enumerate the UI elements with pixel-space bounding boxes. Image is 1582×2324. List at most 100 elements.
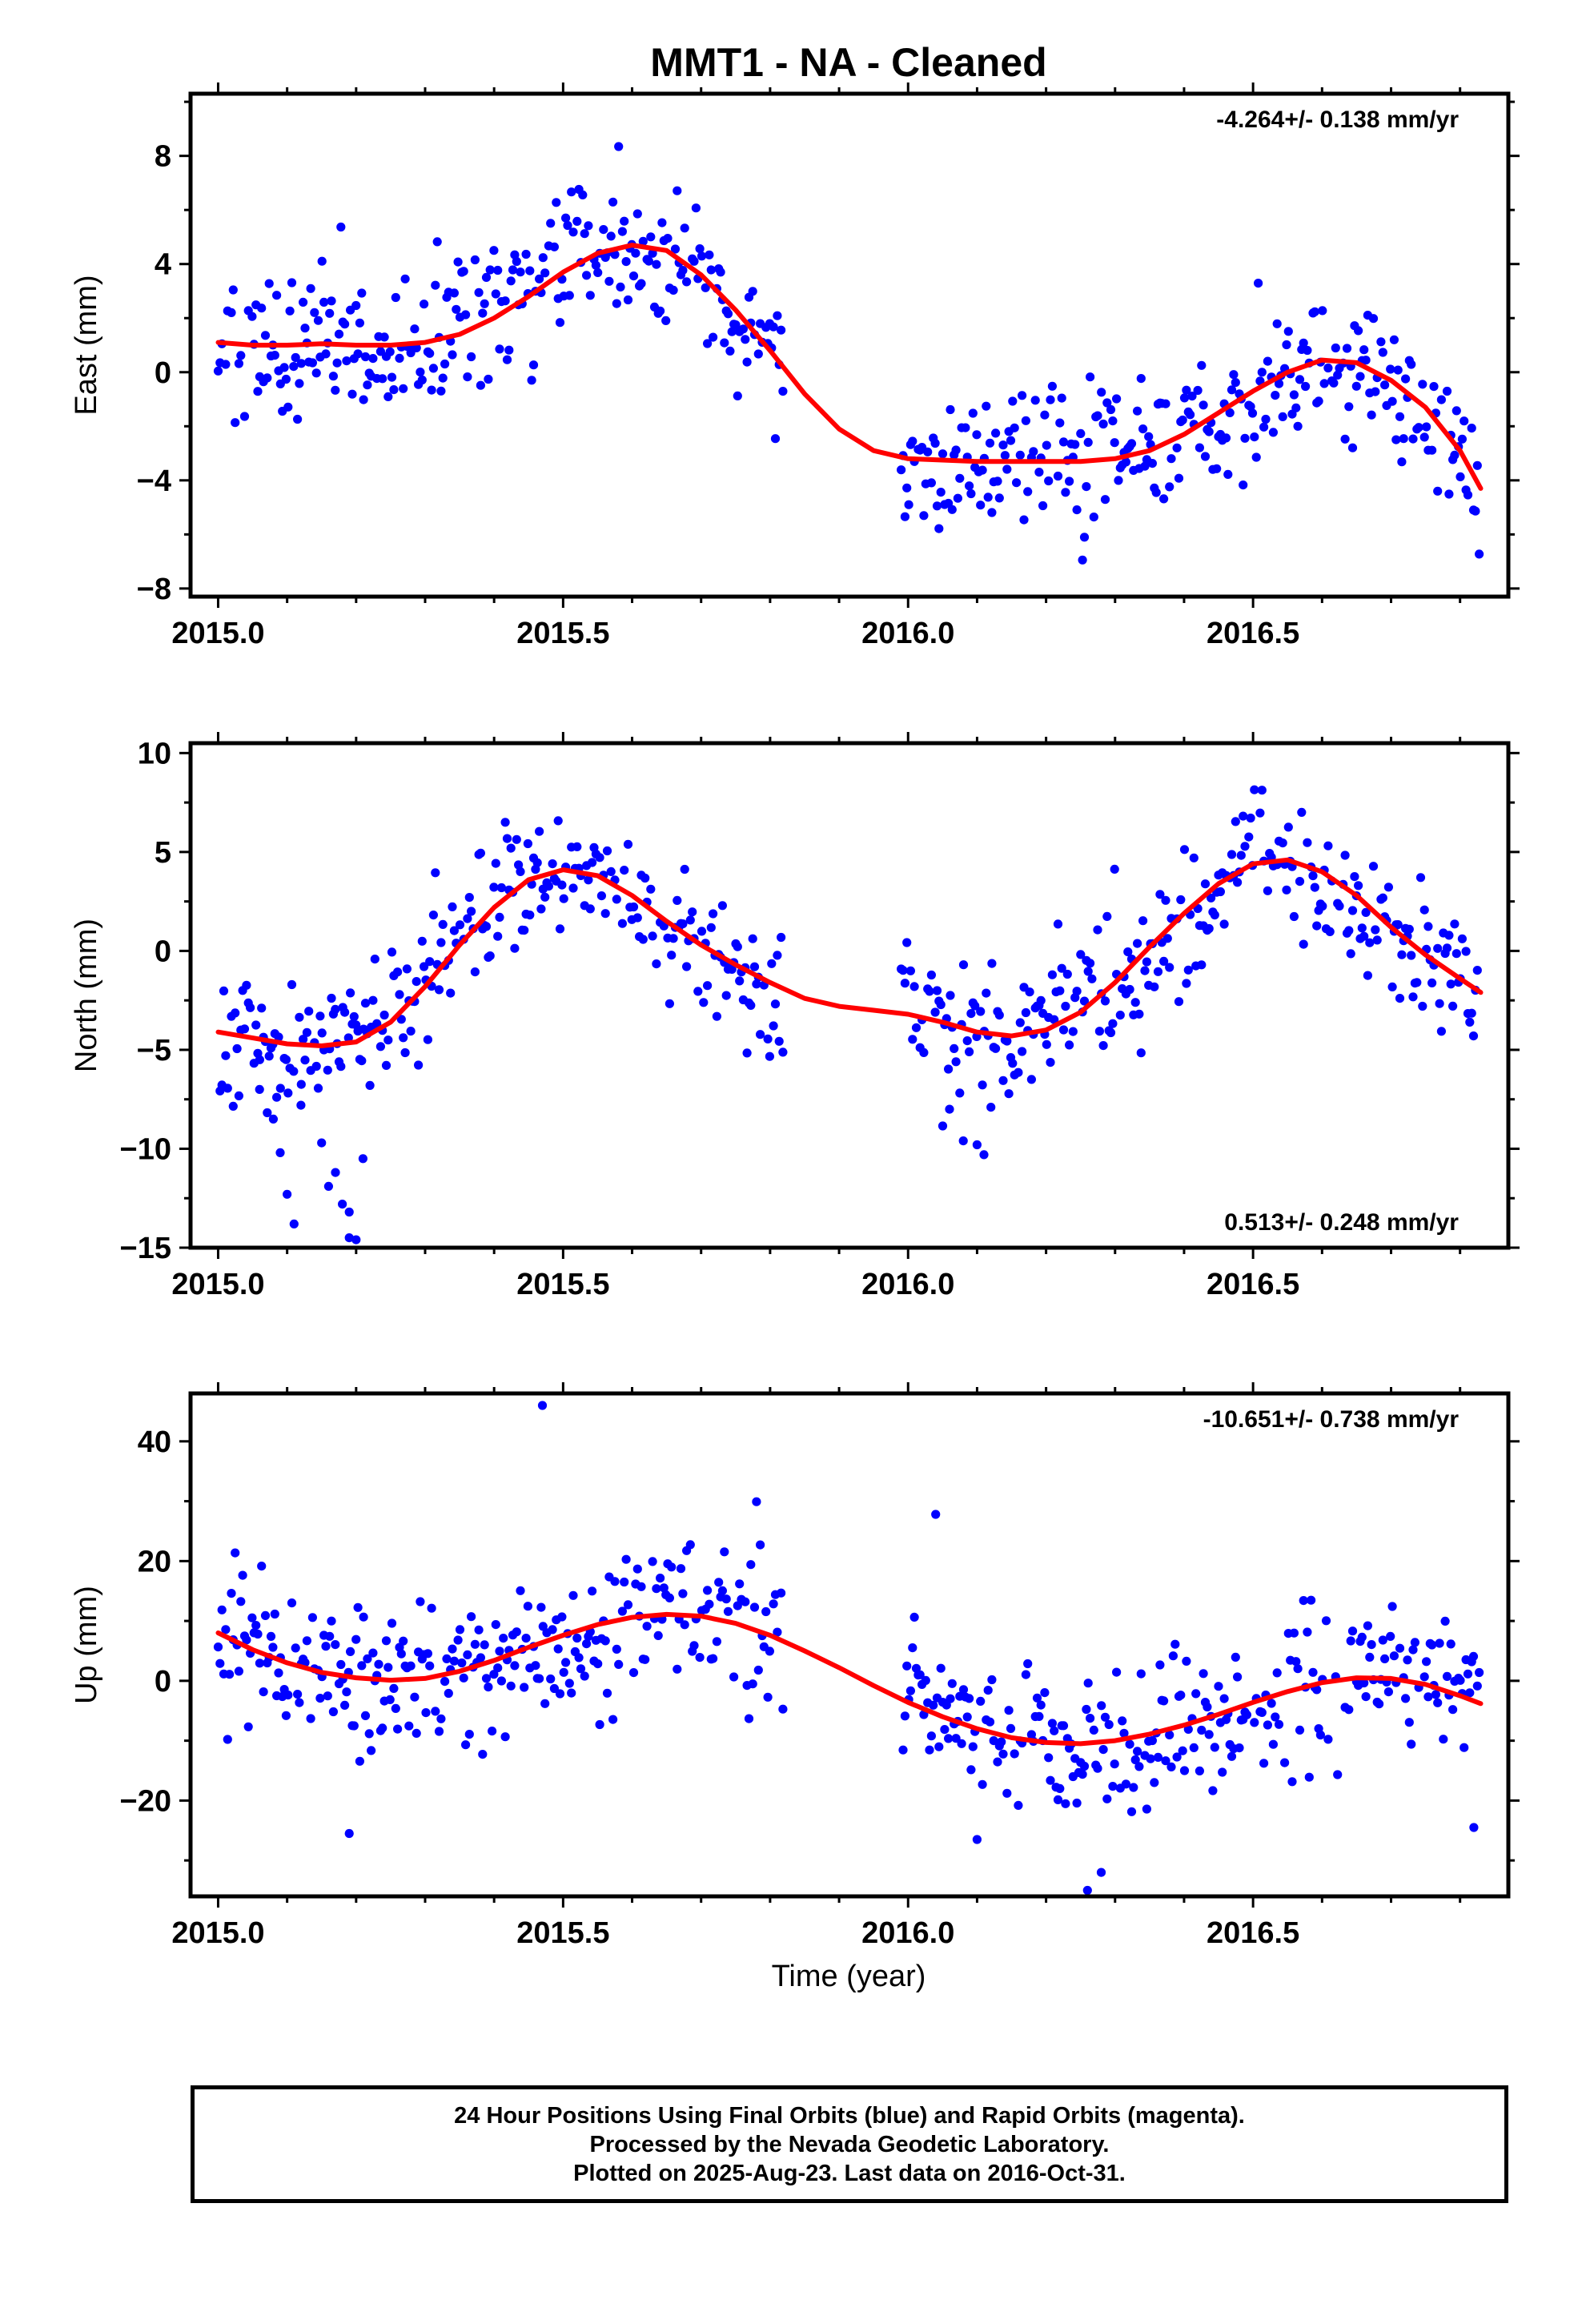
data-point — [582, 271, 592, 280]
data-point — [610, 1577, 620, 1586]
data-point — [1108, 1019, 1118, 1028]
data-point — [321, 1642, 331, 1651]
data-point — [1259, 1759, 1269, 1768]
data-point — [738, 324, 749, 334]
data-point — [1195, 1766, 1204, 1775]
data-point — [1463, 1669, 1473, 1679]
data-point — [1144, 432, 1154, 441]
data-point — [1231, 378, 1240, 388]
data-point — [689, 256, 699, 266]
data-point — [1371, 925, 1380, 935]
data-point — [972, 430, 982, 440]
data-point — [770, 999, 781, 1009]
data-point — [1019, 515, 1029, 525]
data-point — [470, 1639, 480, 1649]
data-point — [347, 389, 357, 399]
data-point — [656, 306, 665, 316]
data-point — [364, 1729, 374, 1739]
data-point — [1089, 513, 1098, 522]
data-point — [1287, 1777, 1297, 1787]
data-point — [1197, 360, 1207, 370]
data-point — [919, 511, 929, 521]
data-point — [1079, 533, 1090, 542]
data-point — [434, 1727, 444, 1736]
data-point — [944, 1734, 954, 1743]
data-point — [1408, 1645, 1418, 1655]
data-point — [976, 1007, 986, 1016]
data-point — [748, 287, 757, 296]
data-point — [400, 274, 410, 283]
data-point — [1283, 327, 1293, 336]
data-point — [1357, 923, 1367, 933]
data-point — [536, 904, 546, 914]
data-point — [396, 1649, 406, 1659]
data-point — [572, 1633, 582, 1643]
data-point — [1153, 967, 1163, 976]
data-point — [215, 1659, 225, 1668]
data-point — [1469, 1823, 1479, 1832]
data-point — [387, 372, 397, 382]
data-point — [1282, 885, 1291, 895]
data-point — [559, 894, 568, 903]
data-point — [1174, 473, 1184, 483]
data-point — [716, 267, 725, 277]
data-point — [1042, 440, 1051, 450]
data-point — [733, 942, 742, 951]
data-point — [909, 1612, 919, 1622]
data-point — [938, 449, 948, 459]
data-point — [239, 1024, 250, 1034]
data-point — [1318, 306, 1327, 316]
data-point — [593, 267, 603, 277]
data-point — [457, 1658, 467, 1668]
data-point — [399, 1033, 408, 1043]
data-point — [1159, 494, 1169, 504]
data-point — [1010, 423, 1019, 432]
data-point — [1380, 380, 1390, 390]
data-point — [905, 1686, 915, 1695]
data-point — [506, 1681, 516, 1691]
data-point — [682, 962, 692, 971]
data-point — [1110, 864, 1119, 874]
data-point — [925, 1745, 934, 1755]
data-point — [904, 500, 913, 509]
data-point — [353, 1602, 363, 1612]
data-point — [1026, 1730, 1036, 1739]
data-point — [1098, 1745, 1108, 1755]
panel-3: 2015.0 2015.5 2016.0 2016.5 −20 0 20 40 Up (mm) -… — [70, 1382, 1520, 1950]
panels: 2015.0 2015.5 2016.0 2016.5 −8 −4 0 4 8 East (mm)… — [70, 82, 1520, 1950]
data-point — [931, 1510, 941, 1519]
data-point — [1023, 1659, 1033, 1669]
data-point — [1435, 1638, 1444, 1648]
data-point — [1397, 457, 1407, 467]
data-point — [467, 1612, 476, 1622]
fit-line — [215, 243, 1484, 491]
data-point — [673, 895, 682, 905]
data-point — [317, 1028, 327, 1038]
data-point — [378, 374, 387, 384]
data-point — [1002, 1788, 1012, 1798]
data-point — [1210, 1743, 1219, 1752]
data-point — [217, 1605, 227, 1614]
data-point — [528, 360, 539, 370]
data-point — [1259, 422, 1269, 432]
data-point — [580, 229, 589, 239]
data-point — [930, 1007, 940, 1017]
data-point — [752, 979, 761, 989]
data-point — [1233, 1672, 1243, 1682]
data-point — [656, 1574, 665, 1583]
data-point — [444, 1688, 453, 1699]
data-point — [502, 355, 512, 364]
data-point — [502, 834, 512, 843]
data-point — [1457, 934, 1467, 943]
data-point — [932, 501, 942, 511]
data-point — [1082, 482, 1091, 492]
data-point — [1155, 1660, 1165, 1670]
data-point — [1419, 1672, 1429, 1682]
data-point — [561, 213, 571, 223]
data-point — [898, 966, 908, 975]
data-point — [527, 376, 536, 385]
data-point — [379, 1010, 389, 1020]
data-point — [665, 1593, 675, 1602]
data-point — [1070, 440, 1080, 449]
data-point — [416, 1597, 425, 1606]
